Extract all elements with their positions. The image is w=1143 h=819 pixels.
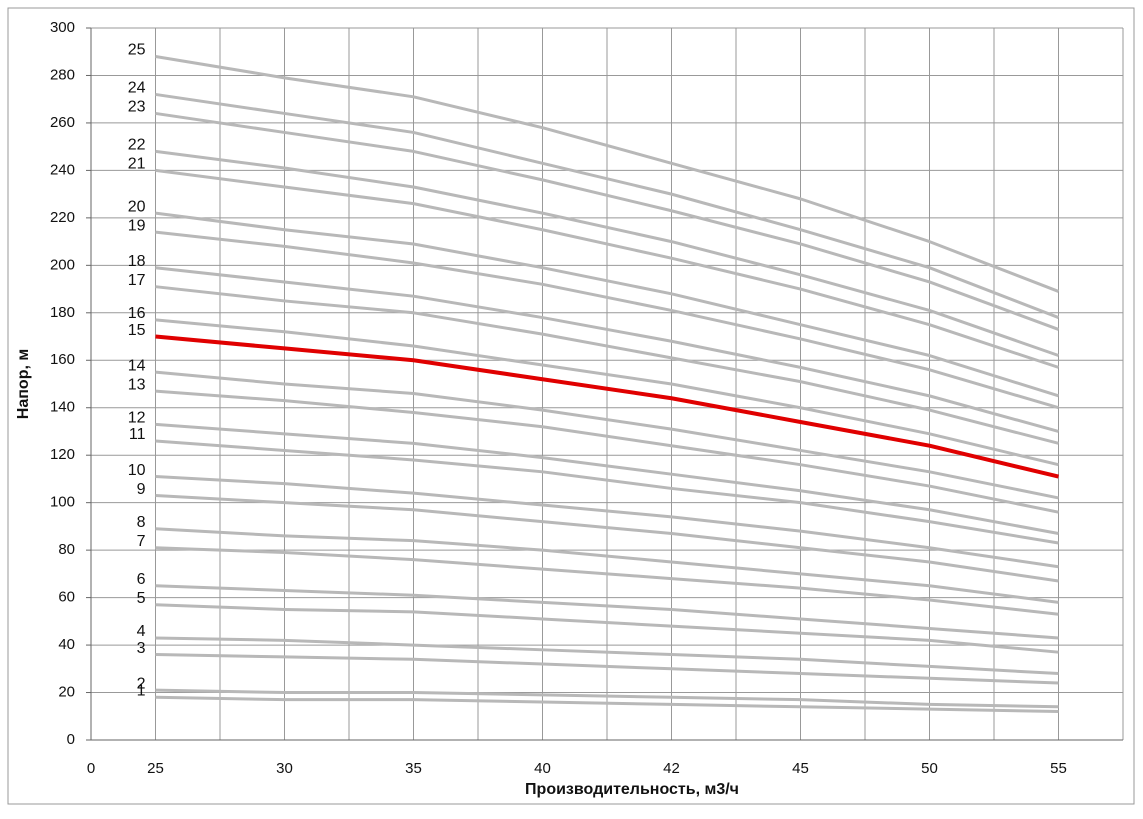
series-line bbox=[155, 168, 1059, 369]
series-line bbox=[155, 111, 1060, 331]
series-line bbox=[155, 266, 1059, 433]
series-line bbox=[155, 603, 1059, 654]
series-line bbox=[155, 546, 1059, 616]
frame bbox=[7, 7, 1135, 805]
y-tick-label: 160 bbox=[50, 351, 75, 368]
y-tick-label: 180 bbox=[50, 304, 75, 321]
x-tick-label: 50 bbox=[921, 760, 938, 777]
y-tick-label: 120 bbox=[50, 446, 75, 463]
y-tick-label: 200 bbox=[50, 256, 75, 273]
series-line bbox=[155, 92, 1060, 319]
series-label: 12 bbox=[128, 410, 146, 427]
series-label: 15 bbox=[128, 322, 146, 339]
series-line bbox=[155, 695, 1059, 714]
y-tick-label: 280 bbox=[50, 66, 75, 83]
x-tick-label: 40 bbox=[534, 760, 551, 777]
series-label: 19 bbox=[128, 217, 146, 234]
series-label: 5 bbox=[137, 590, 146, 607]
series-label: 3 bbox=[137, 640, 146, 657]
series-line bbox=[155, 688, 1059, 709]
series-line bbox=[155, 584, 1059, 640]
series-label: 23 bbox=[128, 99, 146, 116]
x-tick-label: 45 bbox=[792, 760, 809, 777]
series-label: 13 bbox=[128, 376, 146, 393]
x-tick-label: 30 bbox=[276, 760, 293, 777]
series-label: 16 bbox=[128, 305, 146, 322]
x-axis-title: Производительность, м3/ч bbox=[525, 781, 739, 798]
series-line bbox=[155, 285, 1059, 445]
series-label: 20 bbox=[128, 198, 146, 215]
series-line bbox=[155, 439, 1059, 545]
series-line bbox=[155, 422, 1059, 535]
y-tick-label: 220 bbox=[50, 209, 75, 226]
series-line bbox=[155, 494, 1059, 583]
series-label: 21 bbox=[128, 156, 146, 173]
series-label: 6 bbox=[137, 571, 146, 588]
y-tick-label: 140 bbox=[50, 399, 75, 416]
y-tick-label: 100 bbox=[50, 494, 75, 511]
y-tick-label: 80 bbox=[58, 541, 75, 558]
series-label: 9 bbox=[137, 481, 146, 498]
series-line bbox=[155, 334, 1059, 479]
series-label: 11 bbox=[129, 426, 146, 443]
series-label: 4 bbox=[137, 623, 146, 640]
y-tick-label: 20 bbox=[58, 684, 75, 701]
y-tick-label: 300 bbox=[50, 19, 75, 36]
series-line bbox=[155, 636, 1059, 676]
series-label: 18 bbox=[128, 253, 146, 270]
y-tick-label: 240 bbox=[50, 161, 75, 178]
y-tick-label: 60 bbox=[58, 589, 75, 606]
series-label: 17 bbox=[128, 272, 146, 289]
x-tick-label: 0 bbox=[87, 760, 95, 777]
series-line bbox=[155, 527, 1059, 604]
series-label: 8 bbox=[137, 514, 146, 531]
series-label: 7 bbox=[137, 533, 146, 550]
series-label: 25 bbox=[128, 42, 146, 59]
series-line bbox=[155, 475, 1059, 569]
series-line bbox=[155, 653, 1059, 685]
y-tick-label: 0 bbox=[67, 731, 75, 748]
series-label: 14 bbox=[128, 357, 146, 374]
series-line bbox=[155, 318, 1059, 467]
series-line bbox=[155, 389, 1059, 514]
series-label: 2 bbox=[137, 675, 146, 692]
series-label: 10 bbox=[128, 462, 146, 479]
x-tick-label: 25 bbox=[147, 760, 164, 777]
x-tick-label: 55 bbox=[1050, 760, 1067, 777]
series-line bbox=[155, 370, 1059, 500]
series-label: 24 bbox=[128, 80, 146, 97]
series-line bbox=[155, 230, 1059, 410]
y-tick-label: 260 bbox=[50, 114, 75, 131]
series-line bbox=[155, 55, 1060, 293]
series-line bbox=[155, 149, 1059, 357]
series-label: 22 bbox=[128, 137, 146, 154]
series-label: 1 bbox=[137, 682, 146, 699]
x-tick-label: 35 bbox=[405, 760, 422, 777]
y-axis-title: Напор, м bbox=[15, 349, 32, 419]
y-tick-label: 40 bbox=[58, 636, 75, 653]
series-line bbox=[155, 211, 1059, 398]
x-tick-label: 42 bbox=[663, 760, 680, 777]
